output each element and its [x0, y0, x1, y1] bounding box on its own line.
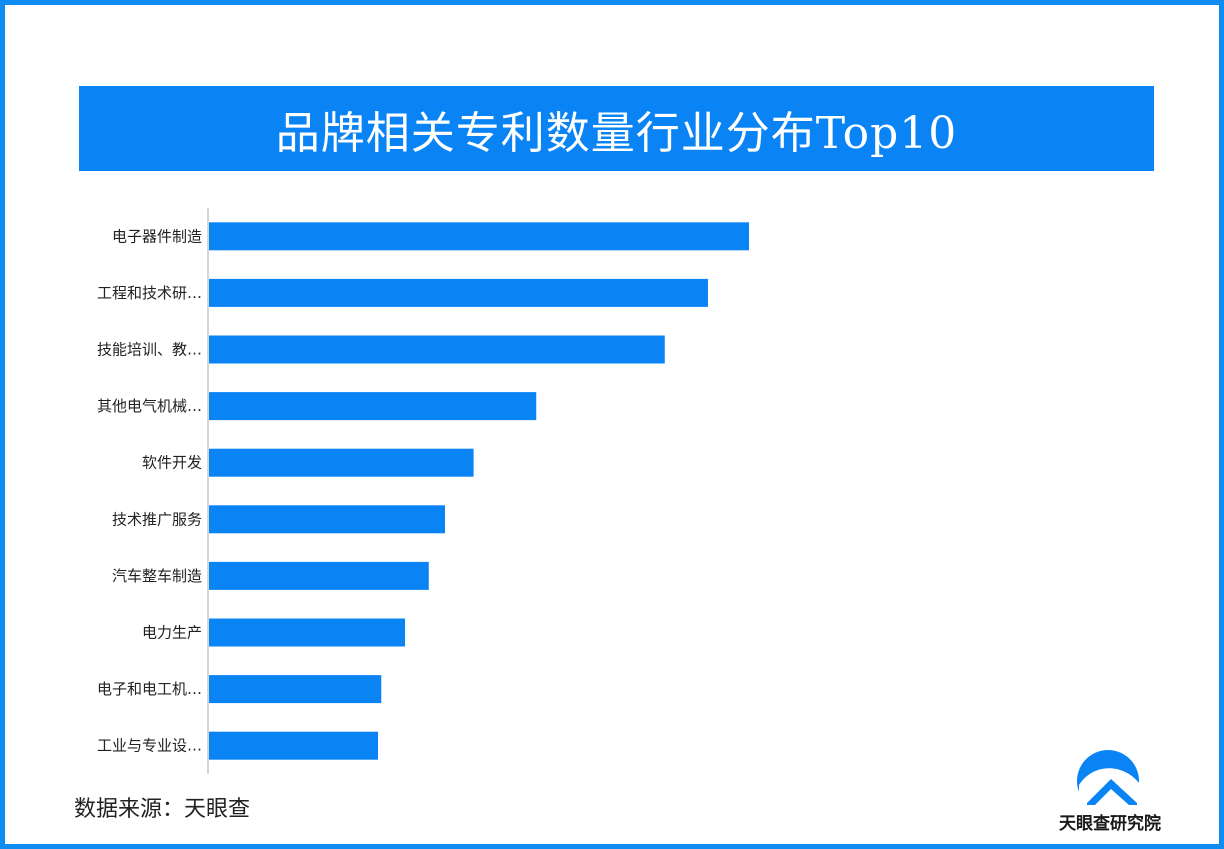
bar — [209, 561, 429, 590]
chart-title: 品牌相关专利数量行业分布Top10 — [275, 107, 958, 159]
bar — [209, 675, 382, 704]
category-label: 电力生产 — [142, 624, 202, 642]
bar — [209, 505, 445, 534]
title-bar: 品牌相关专利数量行业分布Top10 — [79, 86, 1154, 171]
category-label: 工程和技术研… — [97, 284, 202, 302]
category-label: 技术推广服务 — [112, 510, 202, 528]
category-label: 工业与专业设… — [97, 737, 202, 755]
bar — [209, 448, 474, 477]
category-label: 电子器件制造 — [112, 227, 202, 245]
logo: 天眼查研究院 — [1045, 745, 1175, 835]
bar — [209, 618, 406, 647]
category-label: 电子和电工机… — [97, 680, 202, 698]
category-label: 软件开发 — [142, 454, 202, 472]
category-label: 技能培训、教… — [97, 341, 202, 359]
bar — [209, 278, 708, 307]
bar — [209, 731, 379, 760]
data-source: 数据来源：天眼查 — [74, 797, 251, 822]
tianyancha-logo-icon — [1073, 750, 1145, 812]
category-label: 其他电气机械… — [97, 397, 202, 415]
bar — [209, 222, 749, 251]
category-label: 汽车整车制造 — [112, 567, 202, 585]
bar — [209, 392, 537, 421]
bar — [209, 335, 665, 364]
logo-text: 天眼查研究院 — [1059, 814, 1161, 834]
